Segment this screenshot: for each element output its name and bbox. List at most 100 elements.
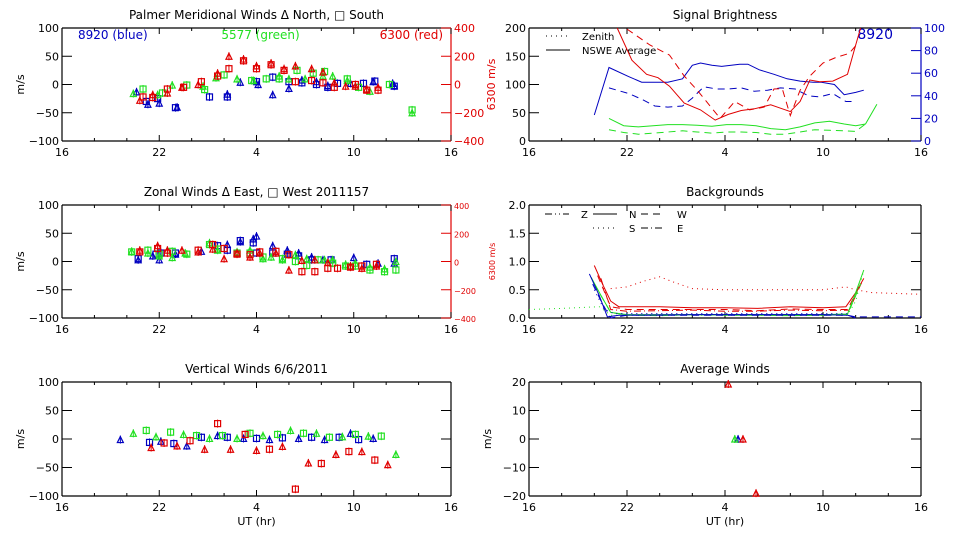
chart-title: Signal Brightness <box>673 8 778 22</box>
x-tick-label: 4 <box>253 501 260 514</box>
annotation: 8920 <box>857 27 893 43</box>
triangle-marker <box>730 434 739 443</box>
triangle-marker <box>391 450 400 458</box>
square-marker <box>134 255 142 263</box>
series-line-6300-s <box>610 276 922 295</box>
x-tick-label: 4 <box>722 146 729 159</box>
data-point-6300 <box>285 250 293 259</box>
square-marker <box>333 264 342 272</box>
data-point-5577 <box>152 432 160 441</box>
data-point-6300 <box>372 260 381 269</box>
triangle-marker <box>226 444 235 453</box>
y-tick-label: 100 <box>505 79 526 92</box>
x-tick-label: 16 <box>55 323 69 336</box>
x-tick-label: 10 <box>347 323 361 336</box>
triangle-marker <box>372 261 381 270</box>
y2-tick-label: 0 <box>454 259 459 268</box>
chart-meridional: Palmer Meridional Winds Δ North, □ South… <box>14 8 498 159</box>
data-point-6300 <box>358 262 366 271</box>
triangle-marker <box>365 262 374 271</box>
square-marker <box>308 433 316 441</box>
data-point-5577 <box>233 434 242 443</box>
data-point-5577 <box>343 76 352 85</box>
triangle-marker <box>233 434 242 443</box>
triangle-marker <box>328 71 337 80</box>
triangle-marker <box>752 488 761 497</box>
legend-label: NSWE Average <box>582 46 656 57</box>
data-point-6300 <box>224 51 233 61</box>
data-point-5577 <box>183 250 191 259</box>
triangle-marker <box>233 74 242 83</box>
square-marker <box>265 445 274 453</box>
data-point-5577 <box>179 430 188 439</box>
y2-tick-label: 20 <box>924 112 938 125</box>
square-marker <box>163 249 171 257</box>
triangle-marker <box>304 458 313 467</box>
y-tick-label: 20 <box>512 376 526 389</box>
triangle-marker <box>351 258 360 267</box>
data-point-5577 <box>139 85 147 94</box>
data-point-6300 <box>194 247 203 256</box>
data-point-6300 <box>179 83 188 92</box>
square-marker <box>201 85 209 94</box>
square-marker <box>223 93 231 101</box>
data-point-6300 <box>284 265 293 274</box>
square-marker <box>311 268 319 276</box>
data-point-6300 <box>371 456 379 465</box>
data-point-5577 <box>320 255 329 264</box>
y-tick-label: 200 <box>505 22 526 35</box>
x-tick-label: 4 <box>253 146 260 159</box>
triangle-marker <box>236 237 245 246</box>
square-marker <box>205 93 214 101</box>
data-point-6300 <box>177 245 186 255</box>
y2-tick-label: 40 <box>924 90 938 103</box>
square-marker <box>246 429 254 437</box>
x-tick-label: 22 <box>620 501 634 514</box>
square-marker <box>317 459 325 468</box>
data-point-6300 <box>357 447 366 456</box>
square-marker <box>359 79 368 87</box>
triangle-marker <box>259 431 267 440</box>
square-marker <box>267 61 275 69</box>
y-tick-label: 1.5 <box>509 227 527 240</box>
y2-tick-label: 400 <box>454 22 475 35</box>
y2-tick-label: 60 <box>924 67 938 80</box>
data-point-6300 <box>252 64 261 73</box>
x-tick-label: 4 <box>253 323 260 336</box>
square-marker <box>252 65 261 73</box>
data-point-8920 <box>369 434 378 443</box>
chart-title: Average Winds <box>680 362 770 376</box>
y-tick-label: 0 <box>52 79 59 92</box>
data-point-8920 <box>155 98 164 108</box>
triangle-marker <box>291 250 300 259</box>
data-point-5577 <box>192 431 201 440</box>
square-marker <box>145 438 154 447</box>
triangle-marker <box>338 432 347 441</box>
data-point-8920 <box>132 87 141 96</box>
square-marker <box>285 251 293 259</box>
triangle-marker <box>364 431 373 440</box>
triangle-marker <box>267 252 276 261</box>
data-point-6300 <box>307 64 316 73</box>
y2-tick-label: 200 <box>454 50 475 63</box>
data-point-6300 <box>280 66 288 75</box>
legend-label: Zenith <box>582 32 614 43</box>
legend-label: S <box>629 224 635 235</box>
data-point-5577 <box>275 74 283 83</box>
data-point-8920 <box>116 435 125 444</box>
y-tick-label: 2.0 <box>509 199 527 212</box>
data-point-8920 <box>252 434 261 443</box>
y-axis-label: m/s <box>14 429 27 449</box>
square-marker <box>351 430 359 439</box>
square-marker <box>154 244 162 253</box>
data-point-6300 <box>308 76 316 85</box>
triangle-marker <box>177 245 186 254</box>
y-tick-label: −50 <box>36 462 59 475</box>
chart-title: Backgrounds <box>686 185 764 199</box>
data-point-6300 <box>345 447 353 456</box>
data-point-6300 <box>233 248 242 258</box>
x-tick-label: 16 <box>444 146 458 159</box>
data-point-8920 <box>349 253 358 262</box>
y-tick-label: 100 <box>38 376 59 389</box>
